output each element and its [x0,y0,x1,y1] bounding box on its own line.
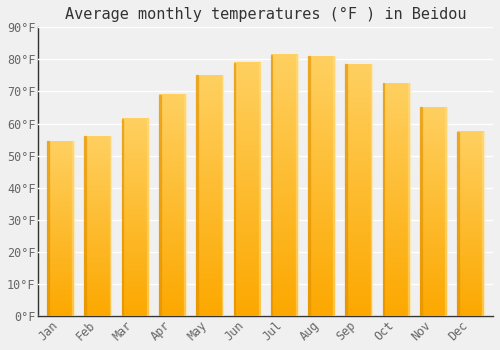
Bar [159,94,160,316]
Bar [110,136,112,316]
Bar [271,55,272,316]
Bar [222,75,223,316]
Bar [184,94,186,316]
Title: Average monthly temperatures (°F ) in Beidou: Average monthly temperatures (°F ) in Be… [65,7,466,22]
Bar [196,75,198,316]
Bar [122,119,124,316]
Bar [72,141,74,316]
Bar [370,64,372,316]
Bar [482,132,484,316]
Bar [296,55,298,316]
Bar [445,107,447,316]
Bar [408,83,410,316]
Bar [259,63,260,316]
Bar [84,136,86,316]
Bar [420,107,422,316]
Bar [234,63,235,316]
Bar [334,56,335,316]
Bar [458,132,459,316]
Bar [47,141,49,316]
Bar [147,119,148,316]
Bar [346,64,347,316]
Bar [308,56,310,316]
Bar [382,83,384,316]
